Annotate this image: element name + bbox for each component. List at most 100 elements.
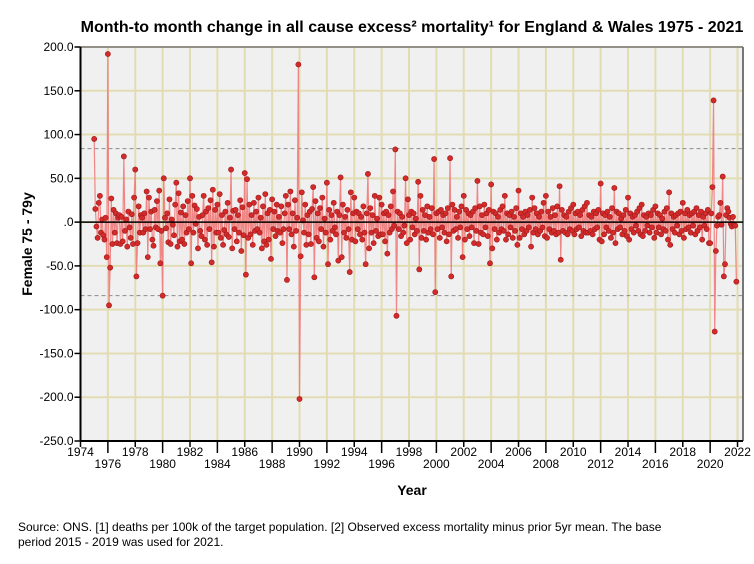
data-point bbox=[147, 226, 153, 233]
data-point bbox=[651, 234, 658, 241]
data-point bbox=[647, 212, 654, 219]
data-point bbox=[258, 245, 265, 252]
data-point bbox=[601, 231, 607, 238]
data-point bbox=[190, 229, 197, 236]
data-point bbox=[484, 233, 491, 240]
data-point bbox=[545, 208, 552, 215]
data-point bbox=[326, 206, 333, 213]
data-point bbox=[539, 224, 546, 231]
x-tick-label: 1974 bbox=[67, 445, 94, 459]
data-point bbox=[578, 233, 585, 240]
data-point bbox=[693, 205, 700, 212]
data-point bbox=[588, 213, 595, 220]
data-point bbox=[620, 212, 627, 219]
data-point bbox=[710, 97, 717, 104]
x-tick-label: 1980 bbox=[149, 457, 176, 471]
y-tick-label: -200.0 bbox=[39, 390, 73, 404]
data-point bbox=[370, 240, 377, 247]
data-point bbox=[320, 243, 327, 250]
data-point bbox=[401, 222, 408, 229]
data-point bbox=[622, 206, 629, 213]
data-point bbox=[460, 192, 467, 199]
data-point bbox=[277, 229, 284, 236]
data-point bbox=[514, 241, 521, 248]
data-point bbox=[419, 206, 426, 213]
data-point bbox=[238, 248, 245, 254]
data-point bbox=[341, 229, 347, 236]
data-point bbox=[409, 224, 416, 231]
data-point bbox=[374, 215, 380, 222]
data-point bbox=[491, 226, 498, 233]
data-point bbox=[248, 212, 255, 219]
x-tick-label: 1982 bbox=[177, 445, 204, 459]
data-point bbox=[458, 203, 465, 210]
data-point bbox=[182, 212, 189, 219]
data-point bbox=[352, 238, 359, 245]
data-point bbox=[571, 231, 578, 238]
data-point bbox=[681, 234, 687, 241]
data-point bbox=[447, 155, 453, 162]
data-point bbox=[665, 236, 671, 243]
data-point bbox=[338, 254, 345, 261]
data-point bbox=[558, 206, 565, 213]
data-point bbox=[189, 192, 196, 199]
data-point bbox=[658, 231, 665, 238]
data-point bbox=[612, 240, 619, 247]
data-point bbox=[716, 212, 723, 219]
y-tick-label: .0 bbox=[63, 215, 73, 229]
data-point bbox=[255, 194, 262, 201]
data-point bbox=[495, 213, 501, 220]
data-point bbox=[209, 186, 216, 193]
x-tick-label: 2000 bbox=[423, 457, 450, 471]
footnote-line-2: period 2015 - 2019 was used for 2021. bbox=[18, 535, 223, 549]
x-tick-label: 2008 bbox=[533, 457, 560, 471]
data-point bbox=[475, 241, 482, 247]
data-point bbox=[201, 236, 208, 243]
data-point bbox=[333, 231, 339, 238]
data-point bbox=[611, 185, 618, 191]
data-point bbox=[576, 224, 582, 231]
data-point bbox=[271, 208, 278, 215]
data-point bbox=[718, 221, 725, 228]
data-point bbox=[294, 214, 301, 221]
x-tick-label: 1996 bbox=[368, 457, 395, 471]
data-point bbox=[272, 233, 279, 240]
data-point bbox=[446, 231, 452, 238]
data-point bbox=[216, 191, 223, 197]
data-point bbox=[314, 210, 321, 217]
data-point bbox=[92, 206, 99, 212]
data-point bbox=[407, 236, 414, 243]
data-point bbox=[225, 234, 232, 240]
data-point bbox=[276, 213, 282, 220]
data-point bbox=[217, 234, 224, 241]
data-point bbox=[423, 236, 430, 243]
data-point bbox=[262, 191, 269, 197]
data-point bbox=[439, 224, 445, 231]
data-point bbox=[236, 229, 242, 236]
data-point bbox=[144, 254, 151, 261]
x-tick-label: 1994 bbox=[341, 445, 368, 459]
data-point bbox=[538, 208, 545, 215]
data-point bbox=[564, 231, 571, 238]
series bbox=[91, 51, 740, 402]
data-point bbox=[219, 212, 225, 219]
data-point bbox=[456, 208, 463, 215]
data-point bbox=[725, 208, 732, 215]
data-point bbox=[242, 271, 249, 278]
data-point bbox=[646, 229, 653, 236]
data-point bbox=[269, 196, 276, 203]
data-point bbox=[345, 226, 352, 233]
data-point bbox=[293, 227, 299, 234]
data-point bbox=[443, 238, 450, 245]
data-point bbox=[286, 226, 293, 233]
data-point bbox=[659, 215, 666, 222]
data-point bbox=[289, 210, 296, 217]
x-tick-label: 1990 bbox=[286, 445, 313, 459]
data-point bbox=[95, 199, 102, 206]
data-point bbox=[149, 236, 156, 243]
x-tick-label: 1998 bbox=[396, 445, 423, 459]
data-point bbox=[241, 170, 248, 176]
x-tick-label: 2018 bbox=[669, 445, 696, 459]
data-point bbox=[487, 260, 493, 267]
data-point bbox=[319, 194, 326, 201]
